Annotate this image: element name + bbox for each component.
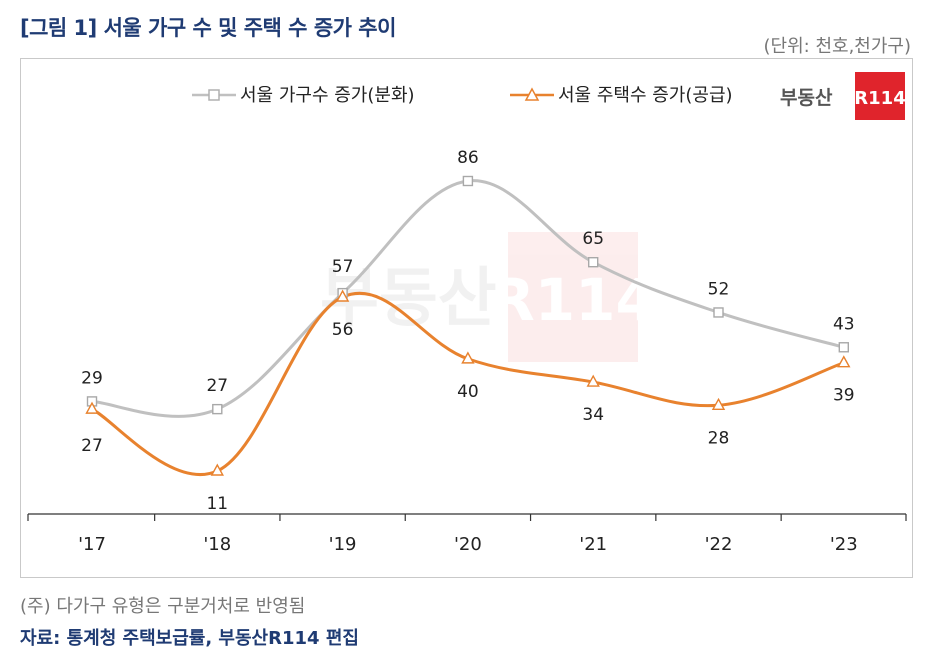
- x-tick-label: '21: [579, 534, 607, 555]
- data-label-housing: 39: [833, 386, 855, 406]
- x-tick-label: '17: [78, 534, 106, 555]
- watermark-badge-text: R114: [490, 266, 656, 334]
- data-label-housing: 11: [206, 494, 228, 514]
- watermark-text: 부동산: [320, 262, 497, 336]
- data-label-housing: 27: [81, 436, 103, 456]
- data-point-household: [462, 175, 474, 187]
- data-label-household: 27: [206, 376, 228, 396]
- data-label-housing: 56: [332, 320, 354, 340]
- chart-frame: [20, 58, 913, 578]
- data-point-household: [838, 342, 849, 353]
- brand-logo: 부동산 R114: [780, 72, 906, 120]
- data-labels: 29 27 57 86 65 52 43 27 11 56 40 34 28 39: [81, 148, 854, 514]
- data-point-household: [588, 257, 599, 268]
- x-tick-label: '19: [329, 534, 357, 555]
- data-point-housing: [711, 397, 726, 410]
- data-label-housing: 34: [582, 405, 604, 425]
- data-point-household: [713, 307, 724, 318]
- data-label-household: 65: [582, 229, 604, 249]
- legend: 서울 가구수 증가(분화) 서울 주택수 증가(공급): [192, 85, 733, 106]
- footnote: (주) 다가구 유형은 구분거처로 반영됨: [20, 596, 306, 617]
- data-label-housing: 40: [457, 382, 479, 402]
- data-label-housing: 28: [708, 428, 730, 448]
- data-label-household: 52: [708, 279, 730, 299]
- watermark-badge: [508, 232, 638, 362]
- legend-marker-housing: [524, 87, 540, 101]
- data-point-housing: [335, 289, 350, 302]
- data-point-housing: [461, 351, 475, 364]
- logo-badge: [855, 72, 905, 120]
- series-layer: [85, 175, 851, 476]
- data-point-housing: [837, 355, 851, 368]
- x-tick-label: '20: [454, 534, 482, 555]
- logo-badge-text: R114: [854, 88, 905, 109]
- data-point-housing: [210, 463, 224, 476]
- data-label-household: 29: [81, 368, 103, 388]
- legend-label-housing: 서울 주택수 증가(공급): [558, 85, 733, 106]
- x-tick-label: '23: [830, 534, 858, 555]
- logo-text: 부동산: [780, 87, 833, 109]
- watermark-logo: 부동산 R114: [320, 232, 656, 362]
- x-tick-label: '18: [203, 534, 231, 555]
- x-axis: '17 '18 '19 '20 '21 '22 '23: [27, 513, 907, 555]
- data-point-housing: [586, 374, 600, 387]
- data-label-household: 57: [332, 257, 354, 277]
- unit-label: (단위: 천호,천가구): [763, 36, 911, 57]
- source-note: 자료: 통계청 주택보급률, 부동산R114 편집: [20, 628, 359, 649]
- data-label-household: 43: [833, 314, 855, 334]
- data-point-housing: [85, 401, 99, 414]
- data-label-household: 86: [457, 148, 479, 168]
- x-tick-label: '22: [705, 534, 733, 555]
- legend-marker-household: [208, 89, 220, 101]
- legend-label-household: 서울 가구수 증가(분화): [240, 85, 415, 106]
- data-point-household: [212, 403, 223, 415]
- chart-title: [그림 1] 서울 가구 수 및 주택 수 증가 추이: [20, 16, 396, 40]
